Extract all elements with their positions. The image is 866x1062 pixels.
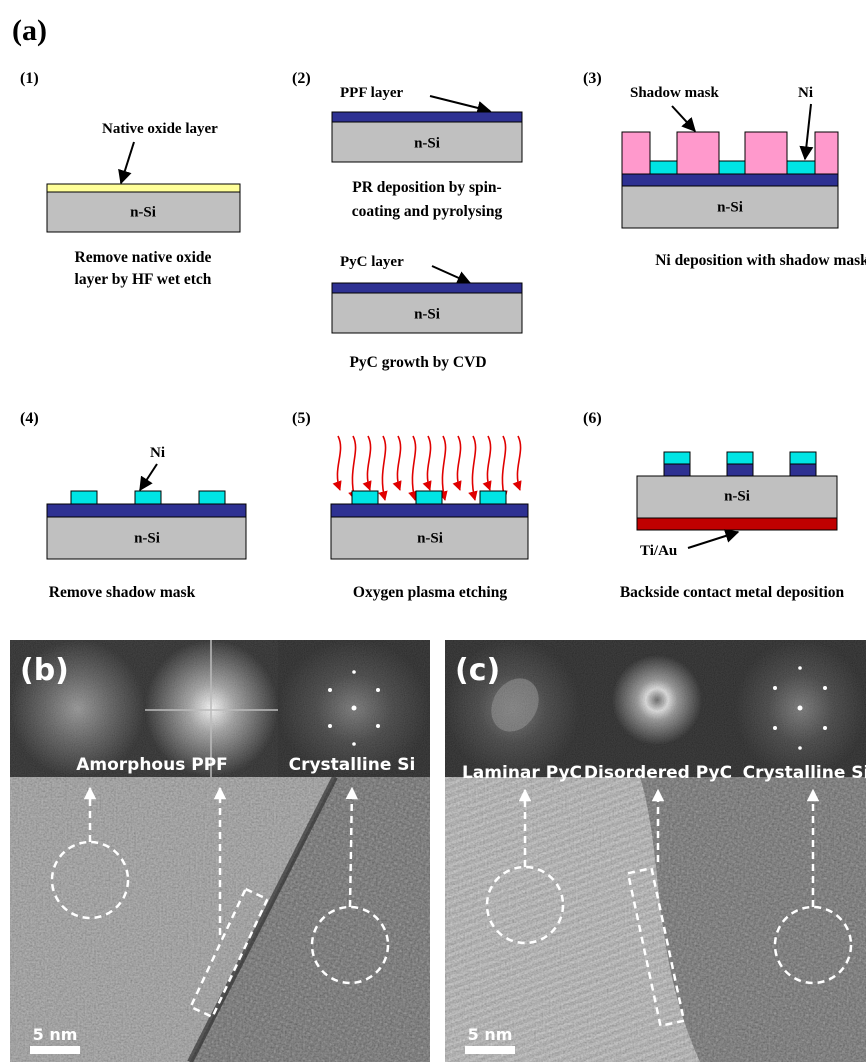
carbon-pillar (664, 464, 690, 476)
substrate-label: n-Si (417, 530, 443, 546)
annotation: Ni (150, 445, 165, 461)
substrate-label: n-Si (724, 488, 750, 504)
arrow (688, 532, 738, 548)
scale-label: 5 nm (468, 1025, 513, 1044)
arrow (432, 266, 470, 283)
ni-pad (71, 491, 97, 504)
ni-pad (664, 452, 690, 464)
arrow (140, 464, 157, 490)
arrow (672, 106, 695, 131)
ppf-layer (332, 112, 522, 122)
caption: Remove native oxide (75, 249, 212, 266)
panel-label: (c) (455, 653, 500, 688)
ni-pad (787, 161, 815, 174)
plasma-arrow (427, 436, 430, 490)
shadow-mask (815, 132, 838, 174)
fft-label: Disordered PyC (584, 763, 732, 783)
scale-label: 5 nm (33, 1025, 78, 1044)
substrate-label: n-Si (130, 204, 156, 220)
caption: PR deposition by spin- (352, 179, 501, 196)
step-number: (6) (583, 410, 602, 427)
carbon-layer (47, 504, 246, 517)
substrate-label: n-Si (414, 135, 440, 151)
pyc-layer (332, 283, 522, 293)
plasma-arrow (367, 436, 370, 490)
plasma-arrow (517, 436, 520, 490)
back-contact (637, 518, 837, 530)
scale-bar (30, 1046, 80, 1054)
caption: Remove shadow mask (49, 584, 196, 601)
ni-pad (135, 491, 161, 504)
plasma-arrow (337, 436, 340, 490)
annotation: Shadow mask (630, 85, 719, 101)
annotation: Ti/Au (640, 543, 677, 559)
plasma-arrow (472, 436, 475, 500)
arrow (805, 104, 811, 159)
oxide-layer (47, 184, 240, 192)
plasma-arrow (412, 436, 415, 500)
ni-pad (416, 491, 442, 504)
figure: (a) (1) Native oxide layer n-Si Remove n… (0, 0, 866, 1062)
plasma-arrow (442, 436, 445, 500)
shadow-mask (677, 132, 719, 174)
caption: PyC growth by CVD (349, 354, 486, 371)
fft-label: Amorphous PPF (76, 755, 228, 775)
annotation: PyC layer (340, 254, 404, 270)
caption: coating and pyrolysing (352, 203, 503, 220)
substrate-label: n-Si (414, 306, 440, 322)
panel-label: (b) (20, 653, 69, 688)
plasma-arrow (352, 436, 355, 500)
plasma-arrow (397, 436, 400, 490)
ni-pad (650, 161, 677, 174)
fft-label: Laminar PyC (462, 763, 582, 783)
substrate-label: n-Si (717, 199, 743, 215)
shadow-mask (745, 132, 787, 174)
substrate-label: n-Si (134, 530, 160, 546)
fft-label: Crystalline Si (289, 755, 416, 775)
carbon-layer (622, 174, 838, 186)
step-number: (4) (20, 410, 39, 427)
caption: Oxygen plasma etching (353, 584, 507, 601)
caption: Ni deposition with shadow mask (655, 252, 866, 269)
plasma-arrow (487, 436, 490, 490)
step-number: (5) (292, 410, 311, 427)
carbon-pillar (727, 464, 753, 476)
annotation: Ni (798, 85, 813, 101)
arrow (121, 142, 134, 183)
arrow (430, 96, 490, 111)
plasma-arrow (502, 436, 505, 500)
scale-bar (465, 1046, 515, 1054)
plasma-arrow (382, 436, 385, 500)
ni-pad (352, 491, 378, 504)
carbon-layer (331, 504, 528, 517)
fft-label: Crystalline Si (743, 763, 866, 783)
plasma-arrow (457, 436, 460, 490)
plasma-arrows (337, 436, 520, 500)
panel-label: (a) (12, 14, 47, 47)
ni-pad (790, 452, 816, 464)
ni-pad (480, 491, 506, 504)
carbon-pillar (790, 464, 816, 476)
ni-pad (719, 161, 745, 174)
shadow-mask (622, 132, 650, 174)
caption: Backside contact metal deposition (620, 584, 845, 601)
annotation: Native oxide layer (102, 121, 218, 137)
annotation: PPF layer (340, 85, 404, 101)
ni-pad (199, 491, 225, 504)
step-number: (1) (20, 70, 39, 87)
caption: layer by HF wet etch (75, 271, 212, 288)
step-number: (3) (583, 70, 602, 87)
step-number: (2) (292, 70, 311, 87)
ni-pad (727, 452, 753, 464)
